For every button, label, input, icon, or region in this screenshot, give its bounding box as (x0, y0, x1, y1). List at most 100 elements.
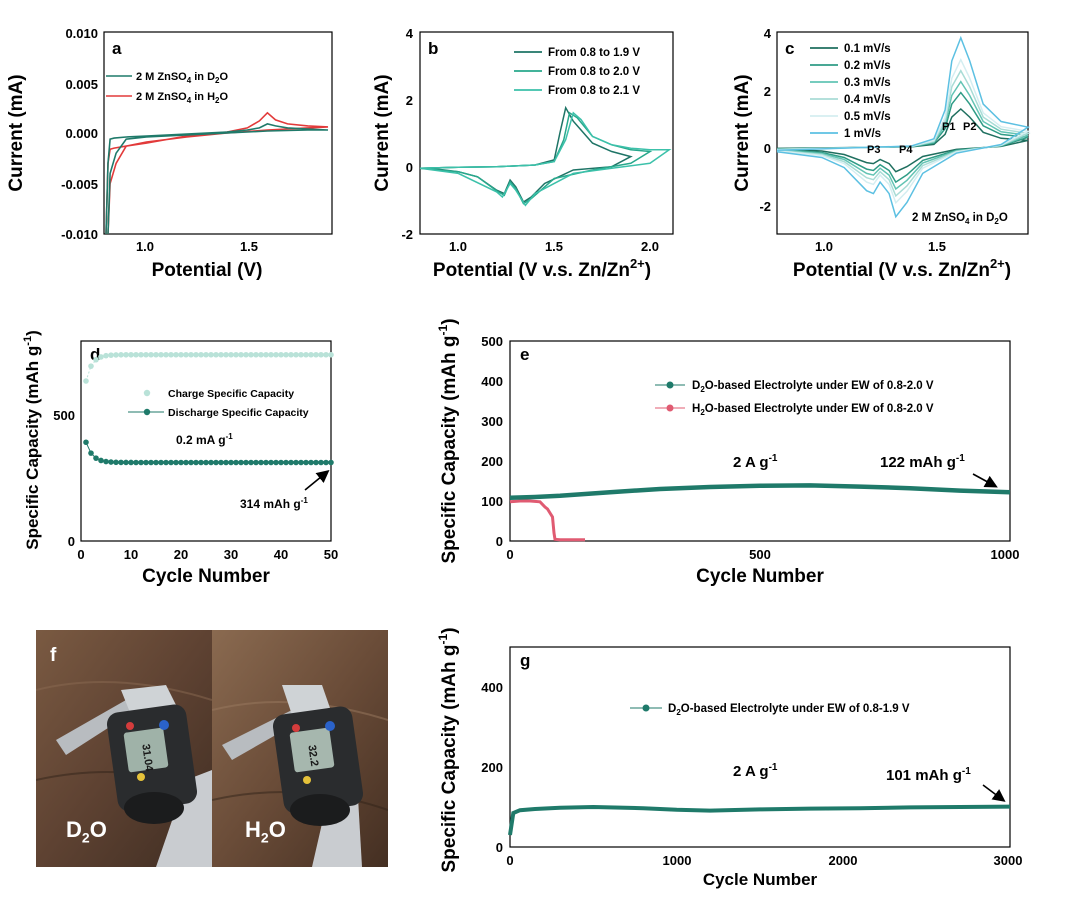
panel-d-discharge-point (113, 459, 119, 466)
panel-d-charge-point (258, 351, 264, 358)
panel-d-discharge-point (188, 459, 194, 466)
panel-d-charge-point (328, 351, 334, 358)
panel-g: g Specific Capacity (mAh g-1) Cycle Numb… (436, 627, 1022, 889)
panel-d-charge-point (228, 351, 234, 358)
svg-text:1 mV/s: 1 mV/s (844, 128, 881, 140)
panel-d-discharge-point (218, 459, 224, 466)
panel-d-charge-point (118, 352, 124, 358)
panel-a-yticks: 0.010 0.005 0.000 -0.005 -0.010 (61, 26, 98, 242)
panel-b-yticks: 4 2 0 -2 (401, 26, 413, 242)
panel-d-discharge-point (128, 459, 134, 466)
panel-a-plot (105, 111, 329, 235)
panel-d-charge-point (268, 351, 274, 358)
svg-text:2 M ZnSO4 in H2O: 2 M ZnSO4 in H2O (136, 91, 228, 105)
panel-d-discharge-point (318, 459, 324, 466)
svg-text:400: 400 (481, 680, 503, 695)
panel-e-yticks: 500 400 300 200 100 0 (481, 334, 503, 549)
panel-d-charge-point (203, 351, 209, 358)
panel-d-discharge-point (138, 459, 144, 466)
svg-text:D2O-based Electrolyte under EW: D2O-based Electrolyte under EW of 0.8-2.… (692, 380, 934, 394)
panel-d-charge-point (178, 351, 184, 358)
svg-text:10: 10 (124, 547, 138, 562)
panel-d-plot (83, 351, 334, 466)
panel-d-xticks: 0 10 20 30 40 50 (77, 547, 338, 562)
panel-d-charge-point (248, 351, 254, 358)
svg-text:P3: P3 (867, 144, 880, 156)
svg-text:20: 20 (174, 547, 188, 562)
svg-text:0.4 mV/s: 0.4 mV/s (844, 94, 891, 106)
panel-d-discharge-point (173, 459, 179, 466)
svg-text:0: 0 (496, 840, 503, 855)
panel-a-label: a (112, 39, 122, 58)
panel-d-discharge-point (293, 459, 299, 466)
svg-text:0: 0 (506, 547, 513, 562)
svg-text:H2O-based Electrolyte under EW: H2O-based Electrolyte under EW of 0.8-2.… (692, 403, 934, 417)
panel-e-h2o-series (509, 499, 585, 542)
panel-d-label: d (90, 345, 100, 364)
svg-text:1.0: 1.0 (815, 239, 833, 254)
panel-d-discharge-point (278, 459, 284, 466)
panel-d-annotations: 0.2 mA g-1 314 mAh g-1 (176, 432, 330, 511)
svg-text:122 mAh g-1: 122 mAh g-1 (880, 453, 965, 471)
svg-text:P4: P4 (899, 144, 913, 156)
panel-d-ylabel: Specific Capacity (mAh g-1) (22, 330, 42, 550)
panel-e-label: e (520, 345, 529, 364)
photo-caption-d2o: D2O (66, 817, 107, 846)
panel-b-xlabel: Potential (V v.s. Zn/Zn2+) (433, 256, 651, 281)
panel-d-charge-point (293, 351, 299, 358)
panel-d-charge-point (208, 351, 214, 358)
svg-text:0.2 mA g-1: 0.2 mA g-1 (176, 432, 233, 447)
panel-c-series-0 (776, 107, 1029, 173)
svg-text:2 A g-1: 2 A g-1 (733, 453, 778, 471)
panel-c-series-4 (776, 57, 1031, 205)
panel-d-discharge-point (148, 459, 154, 466)
panel-d-charge-point (323, 351, 329, 358)
svg-text:-0.010: -0.010 (61, 227, 98, 242)
panel-d-charge-point (133, 351, 139, 358)
panel-d-discharge-point (83, 439, 89, 446)
panel-a-series-1 (105, 111, 329, 235)
panel-c-yticks: 4 2 0 -2 (759, 26, 771, 214)
panel-d-charge-point (198, 351, 204, 358)
panel-d-charge-point (238, 351, 244, 358)
panel-g-d2o-series (508, 804, 1011, 836)
svg-text:1.5: 1.5 (545, 239, 563, 254)
panel-d-discharge-point (253, 459, 259, 466)
panel-d-charge-point (113, 352, 119, 358)
panel-d-charge-point (93, 356, 99, 363)
panel-c-xlabel: Potential (V v.s. Zn/Zn2+) (793, 256, 1011, 281)
svg-text:0: 0 (506, 853, 513, 868)
svg-text:0: 0 (764, 141, 771, 156)
panel-e-xticks: 0 500 1000 (506, 547, 1019, 562)
panel-d-discharge-point (158, 459, 164, 466)
panel-d-discharge-point (168, 459, 174, 466)
svg-text:200: 200 (481, 454, 503, 469)
panel-e-annotations: 2 A g-1 122 mAh g-1 (733, 453, 998, 488)
panel-d-charge-point (148, 351, 154, 358)
panel-d-discharge-point (198, 459, 204, 466)
panel-d-legend: Charge Specific Capacity Discharge Speci… (128, 388, 309, 419)
svg-text:4: 4 (764, 26, 772, 41)
panel-d-charge-point (288, 351, 294, 358)
svg-text:101 mAh g-1: 101 mAh g-1 (886, 766, 971, 784)
panel-d-discharge-point (153, 459, 159, 466)
panel-d-discharge-point (143, 459, 149, 466)
panel-d-charge-point (188, 351, 194, 358)
panel-d-charge-point (233, 351, 239, 358)
panel-e-ylabel: Specific Capacity (mAh g-1) (436, 318, 460, 563)
panel-a-series-0 (105, 123, 329, 235)
svg-text:P1: P1 (942, 121, 955, 133)
svg-text:500: 500 (53, 408, 75, 423)
panel-c-label: c (785, 39, 794, 58)
panel-d: d Specific Capacity (mAh g-1) Cycle Numb… (22, 330, 338, 587)
panel-d-charge-point (218, 351, 224, 358)
panel-d-charge-line (85, 354, 331, 382)
panel-d-charge-point (123, 351, 129, 358)
panel-b-ylabel: Current (mA) (372, 74, 393, 191)
svg-text:2000: 2000 (829, 853, 858, 868)
panel-d-charge-point (313, 351, 319, 358)
panel-a-legend: 2 M ZnSO4 in D2O 2 M ZnSO4 in H2O (106, 71, 228, 105)
panel-d-charge-point (263, 351, 269, 358)
panel-g-label: g (520, 651, 530, 670)
panel-d-charge-point (168, 351, 174, 358)
